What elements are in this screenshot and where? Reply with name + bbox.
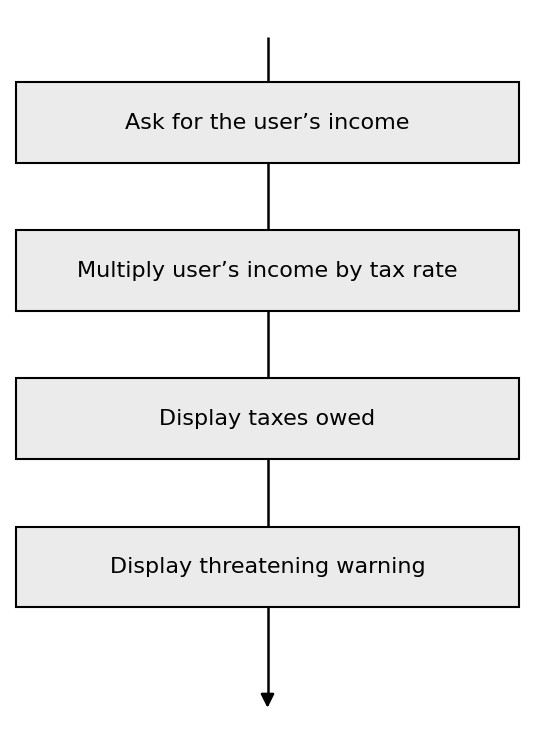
Text: Ask for the user’s income: Ask for the user’s income [125, 113, 410, 132]
Text: Display taxes owed: Display taxes owed [159, 409, 376, 429]
FancyBboxPatch shape [16, 378, 519, 459]
FancyBboxPatch shape [16, 527, 519, 607]
Text: Display threatening warning: Display threatening warning [110, 557, 425, 577]
FancyBboxPatch shape [16, 82, 519, 163]
Text: Multiply user’s income by tax rate: Multiply user’s income by tax rate [77, 261, 458, 280]
FancyBboxPatch shape [16, 230, 519, 311]
